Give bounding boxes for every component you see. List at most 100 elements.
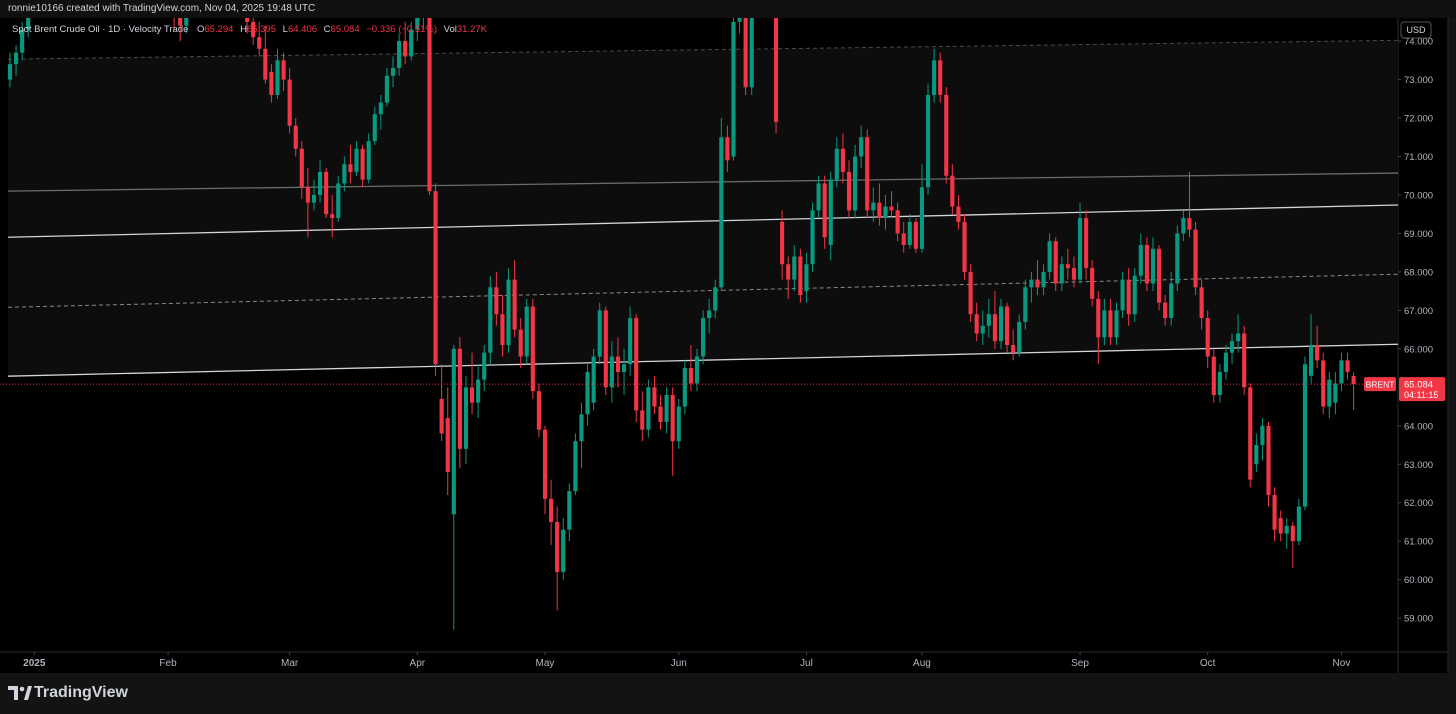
candle-body	[585, 371, 590, 415]
y-tick-label: 59.000	[1404, 614, 1433, 625]
candle-body	[1284, 525, 1289, 534]
ohlc-key: H	[240, 24, 247, 35]
candle-body	[281, 60, 286, 80]
x-tick-label: Feb	[159, 658, 177, 669]
candle-body	[518, 329, 523, 357]
currency-box[interactable]	[1400, 21, 1432, 39]
candle-body	[871, 202, 876, 211]
candle-body	[1029, 279, 1034, 288]
candle-body	[178, 18, 183, 26]
candle-body	[1120, 279, 1125, 311]
candle-body	[676, 406, 681, 442]
candle-body	[7, 64, 13, 80]
y-tick-label: 63.000	[1404, 460, 1433, 471]
candle-body	[950, 175, 955, 207]
candle-body	[1296, 506, 1301, 542]
candle-body	[1351, 376, 1356, 385]
candle-body	[1248, 387, 1253, 480]
candle-body	[859, 137, 864, 157]
trendline	[7, 273, 1398, 308]
candle-body	[263, 48, 268, 80]
candle-body	[907, 221, 912, 245]
candle-body	[1217, 371, 1222, 396]
candle-body	[597, 310, 602, 357]
candle-body	[305, 187, 310, 203]
candle-body	[542, 429, 548, 499]
candle-body	[415, 18, 420, 30]
candle-body	[494, 287, 499, 315]
candle-body	[853, 156, 858, 211]
candle-body	[1126, 279, 1131, 315]
candle-body	[567, 491, 572, 530]
candle-body	[1187, 218, 1192, 230]
candle-body	[1333, 383, 1338, 403]
x-tick-label: Mar	[281, 658, 299, 669]
candle-body	[719, 137, 724, 288]
candle-body	[743, 18, 748, 88]
candle-body	[652, 387, 657, 407]
candle-body	[646, 387, 651, 430]
candle-body	[1114, 310, 1119, 338]
candle-body	[1041, 271, 1046, 288]
candle-body	[20, 29, 25, 53]
candle-body	[1278, 518, 1283, 534]
candle-body	[573, 441, 578, 492]
y-tick-label: 67.000	[1404, 306, 1433, 317]
candle-body	[1004, 306, 1010, 346]
brand-logo[interactable]	[8, 686, 32, 702]
candle-body	[311, 194, 317, 203]
candle-body	[251, 21, 256, 38]
candle-body	[919, 187, 925, 249]
candle-body	[1339, 360, 1344, 384]
candle-body	[1199, 287, 1204, 319]
candle-body	[360, 148, 365, 180]
candle-body	[1059, 264, 1064, 284]
currency: USD	[1406, 25, 1426, 35]
candle-body	[713, 287, 718, 311]
candle-body	[1175, 233, 1180, 284]
brand[interactable]: TradingView	[34, 684, 128, 701]
candle-body	[804, 264, 809, 292]
candle-body	[707, 310, 712, 319]
candle-body	[968, 271, 973, 315]
candle-body	[615, 356, 621, 372]
candle-body	[1260, 425, 1265, 446]
candle-body	[1290, 525, 1295, 542]
candle-body	[688, 368, 693, 384]
axes: 59.000 60.000 61.000 62.000 63.000 64.000 65.0…	[23, 37, 1445, 669]
plot-area	[0, 18, 1398, 630]
candle-body	[640, 410, 645, 430]
candle-body	[865, 137, 870, 211]
x-tick-label: Jun	[671, 658, 687, 669]
candle-body	[1138, 244, 1143, 276]
candle-body	[1327, 379, 1332, 407]
candle-body	[895, 210, 900, 234]
candle-body	[737, 18, 742, 22]
candle-body	[658, 406, 663, 422]
x-tick-label: May	[536, 658, 555, 669]
x-tick-label: Apr	[410, 658, 426, 669]
candle-body	[293, 125, 298, 149]
symbol-tag	[1364, 377, 1396, 392]
candle-body	[524, 306, 529, 357]
candle-body	[1345, 360, 1350, 372]
candle-body	[694, 356, 700, 384]
candle-body	[780, 221, 785, 265]
candle-body	[846, 171, 852, 211]
y-tick-label: 64.000	[1404, 421, 1433, 432]
candle-body	[1144, 244, 1149, 284]
candle-body	[269, 71, 274, 95]
ohlc-value: 64.406	[287, 24, 318, 35]
ohlc-value: 65.294	[204, 24, 234, 35]
candle-body	[998, 306, 1004, 342]
candle-body	[530, 306, 535, 392]
candle-body	[731, 21, 736, 157]
candle-body	[925, 94, 931, 188]
candle-body	[603, 310, 608, 388]
created-by: ronnie10166 created with TradingView.com…	[8, 3, 316, 14]
candle-body	[348, 164, 353, 172]
candle-body	[1236, 333, 1241, 342]
candle-body	[810, 210, 815, 265]
candle-body	[336, 183, 341, 219]
candle-body	[725, 137, 730, 161]
